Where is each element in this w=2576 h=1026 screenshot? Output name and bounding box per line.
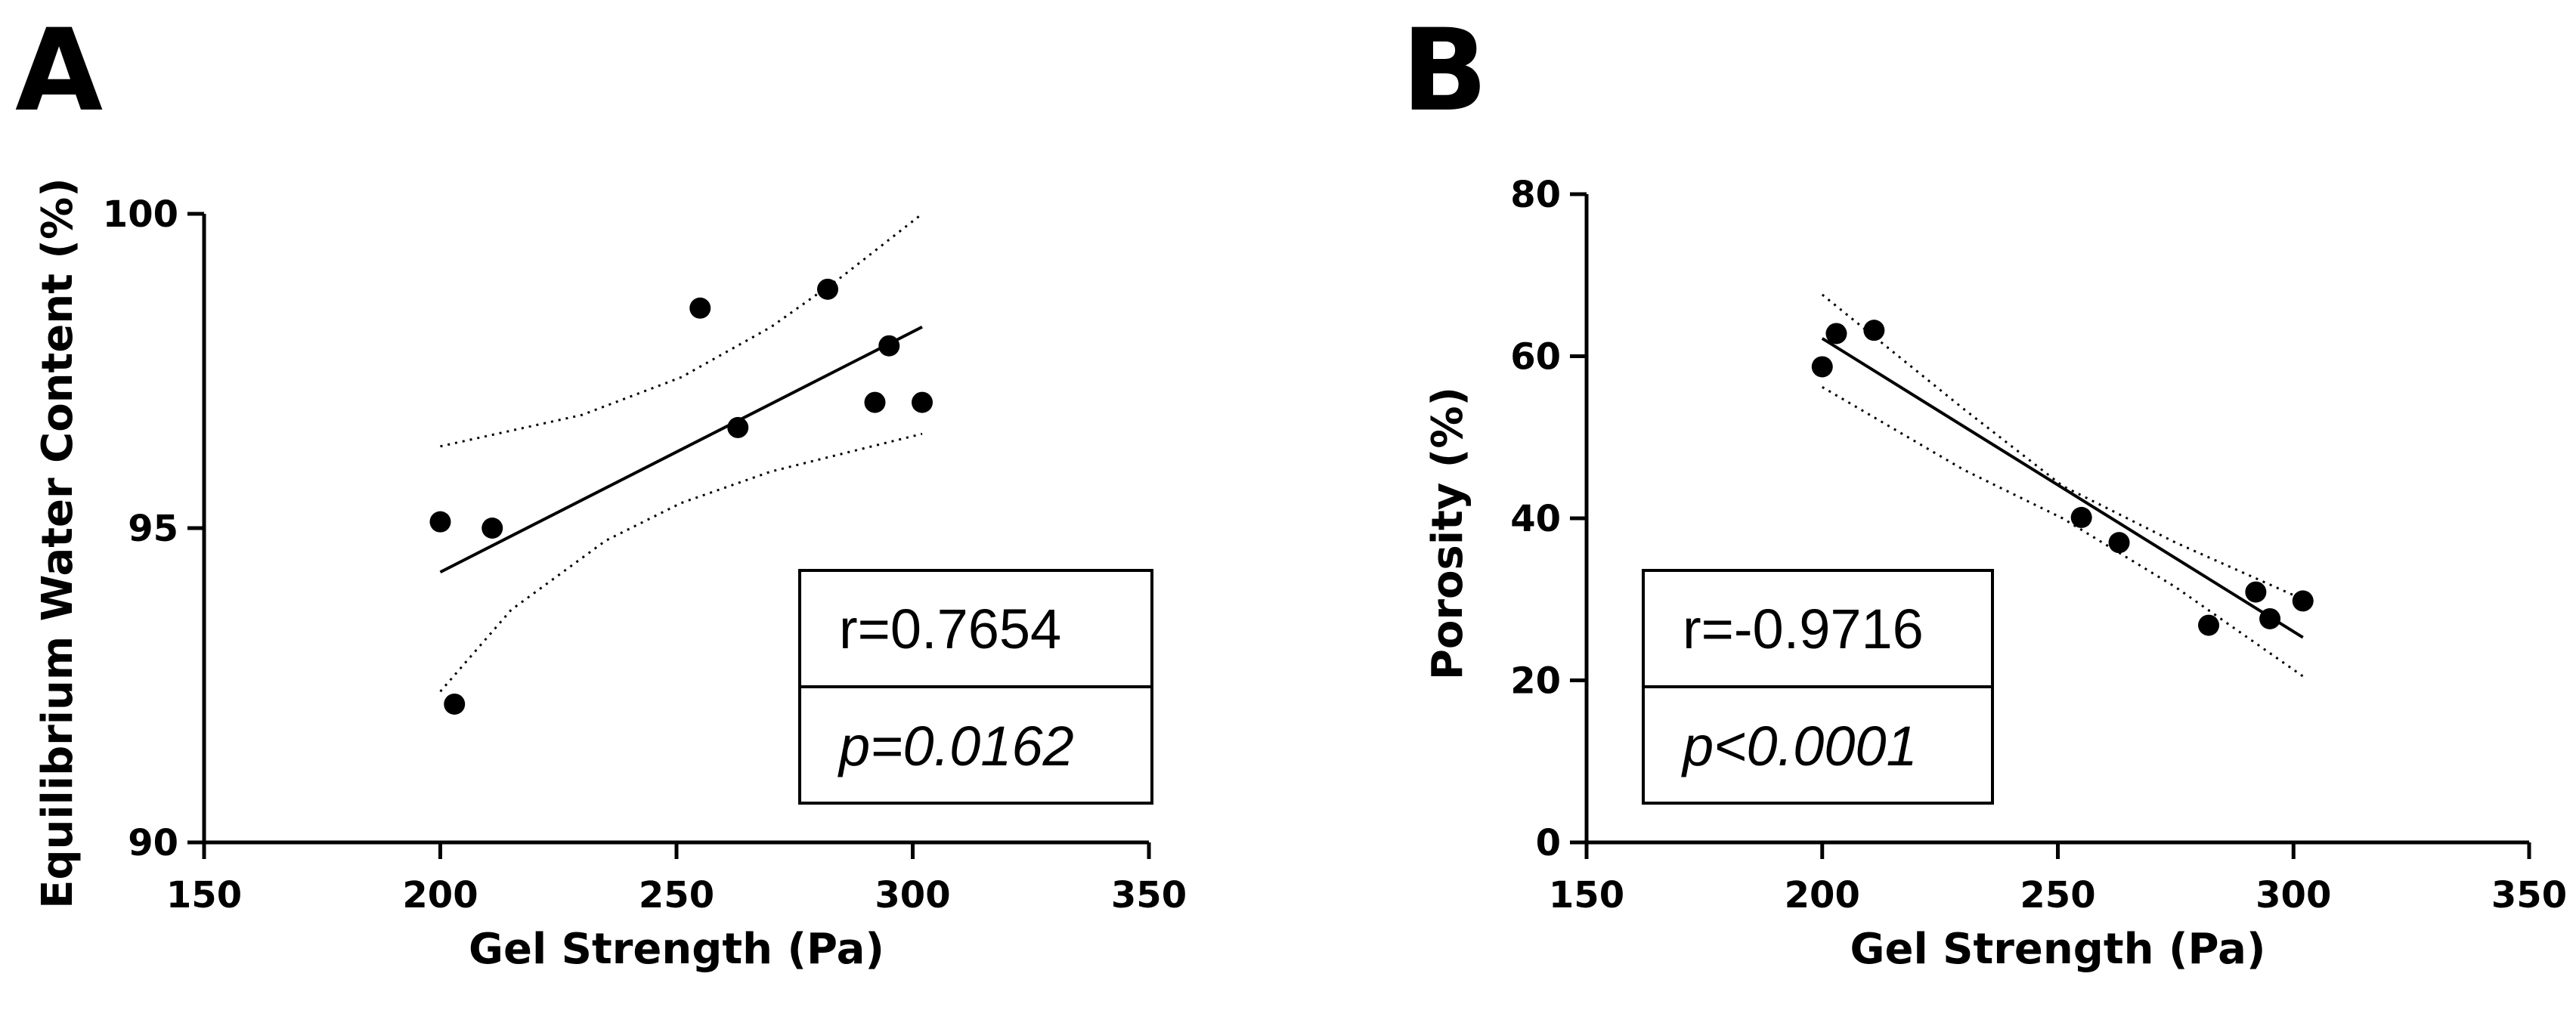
- y-tick-label: 90: [128, 822, 178, 864]
- data-point: [1825, 323, 1847, 345]
- data-point: [864, 391, 886, 413]
- x-tick-label: 200: [402, 874, 478, 916]
- chart-panel-b: B 0 20 40 60 80 150 200 250 300 350 Gel Strength (P…: [1288, 0, 2576, 1026]
- y-tick-label: 0: [1536, 822, 1561, 864]
- y-tick-label: 80: [1510, 174, 1561, 216]
- data-point: [2198, 614, 2220, 636]
- data-point: [1863, 320, 1885, 341]
- ci-upper-band: [1821, 293, 2304, 601]
- data-point: [727, 416, 749, 438]
- p-value: p<0.0001: [1681, 715, 1918, 777]
- data-point: [2292, 590, 2314, 612]
- y-axis-title: Equilibrium Water Content (%): [33, 178, 82, 908]
- data-point: [429, 511, 451, 533]
- data-point: [2245, 581, 2267, 603]
- data-point: [2108, 532, 2130, 554]
- x-axis-title: Gel Strength (Pa): [469, 925, 884, 974]
- regression-line: [439, 325, 923, 574]
- x-tick-label: 250: [639, 874, 714, 916]
- x-tick-label: 150: [166, 874, 242, 916]
- y-tick-label: 95: [128, 508, 178, 550]
- data-point: [912, 391, 933, 413]
- r-value: r=0.7654: [839, 598, 1061, 660]
- data-point: [878, 335, 900, 357]
- x-axis-title: Gel Strength (Pa): [1850, 925, 2266, 974]
- chart-b-svg: B 0 20 40 60 80 150 200 250 300 350 Gel Strength (P…: [1401, 5, 2567, 974]
- data-point: [481, 518, 503, 539]
- y-tick-label: 60: [1510, 336, 1561, 379]
- x-tick-label: 350: [1111, 874, 1187, 916]
- data-point: [689, 297, 711, 319]
- data-point: [817, 278, 838, 300]
- data-point: [444, 693, 466, 715]
- chart-a-svg: A 90 95 100 150 200 250 300 350 Gel Strength (Pa)…: [15, 5, 1187, 974]
- p-value: p=0.0162: [838, 715, 1074, 777]
- x-tick-label: 200: [1785, 874, 1860, 916]
- ci-upper-band: [440, 212, 923, 448]
- y-axis-title: Porosity (%): [1423, 387, 1472, 680]
- y-tick-label: 100: [103, 193, 178, 236]
- panel-letter: A: [15, 5, 103, 137]
- panel-letter: B: [1401, 5, 1488, 137]
- chart-panel-a: A 90 95 100 150 200 250 300 350 Gel Strength (Pa)…: [15, 5, 1187, 974]
- r-value: r=-0.9716: [1683, 598, 1924, 660]
- x-tick-label: 350: [2491, 874, 2567, 916]
- y-tick-label: 20: [1510, 660, 1561, 703]
- x-tick-label: 300: [2256, 874, 2331, 916]
- ci-lower-band: [1822, 386, 2304, 678]
- y-tick-label: 40: [1510, 498, 1561, 540]
- x-tick-label: 150: [1549, 874, 1624, 916]
- x-tick-label: 250: [2020, 874, 2095, 916]
- data-point: [1811, 356, 1833, 378]
- data-point: [2070, 506, 2092, 528]
- data-point: [2259, 607, 2281, 629]
- regression-line: [1821, 337, 2304, 639]
- x-tick-label: 300: [875, 874, 950, 916]
